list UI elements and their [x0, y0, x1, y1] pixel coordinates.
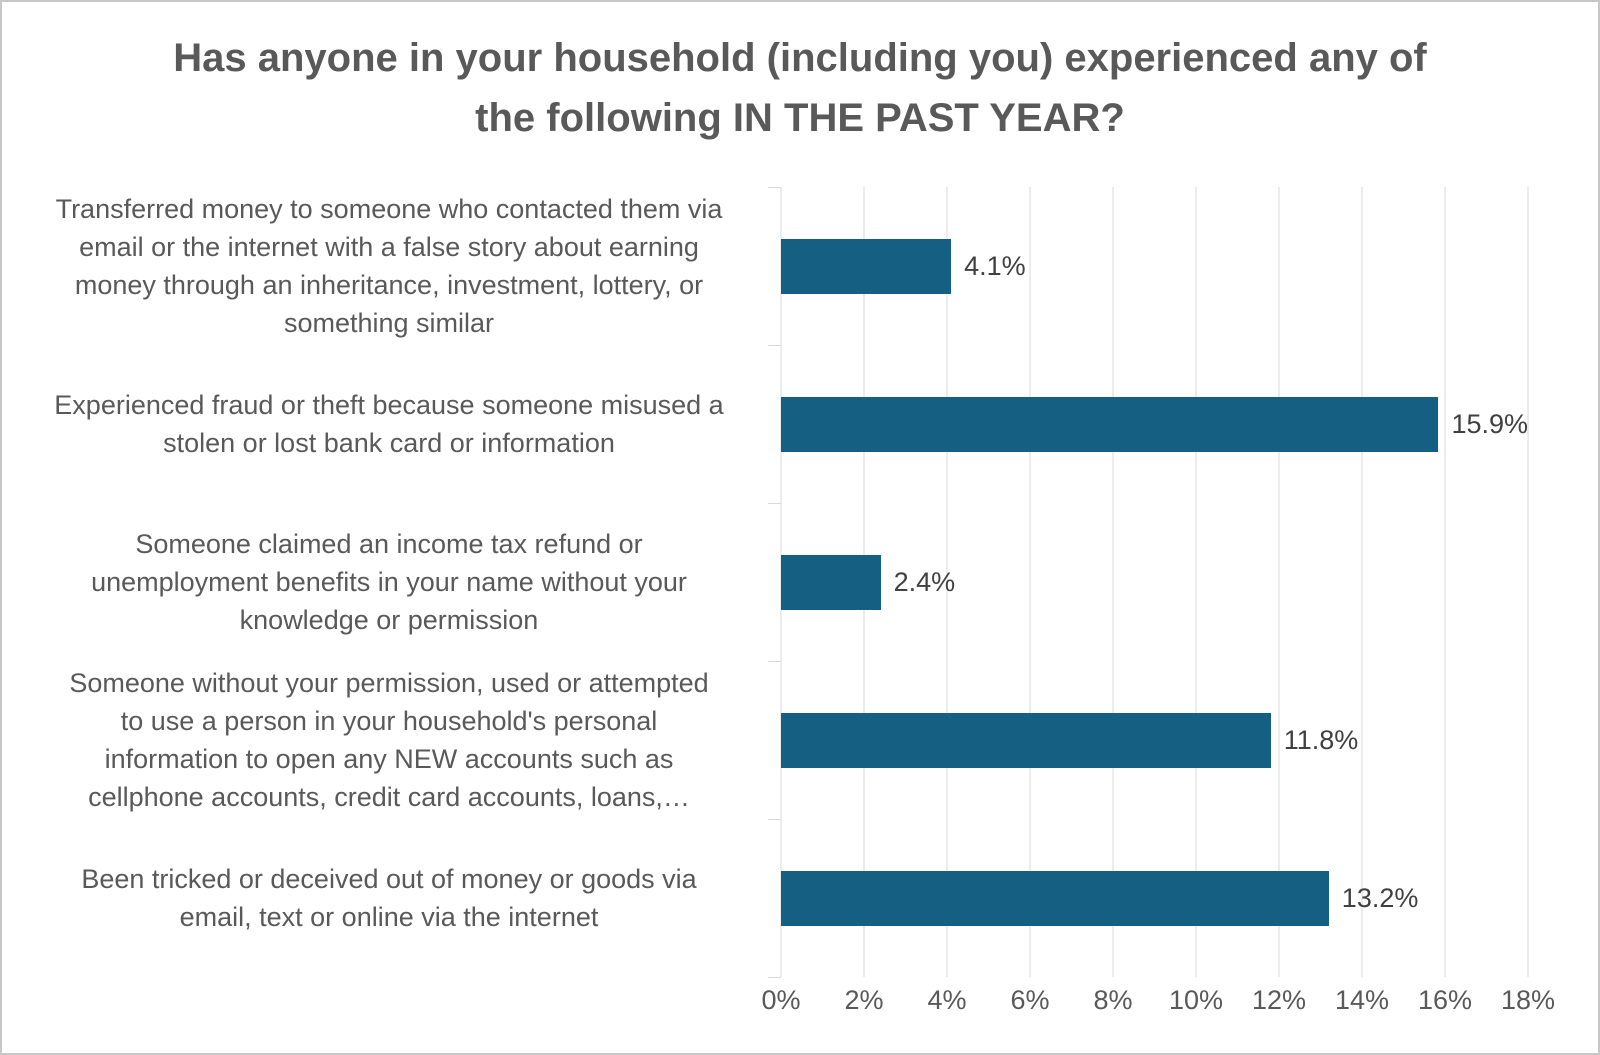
bar-row: 15.9%	[781, 345, 1528, 503]
x-axis-tick-label: 16%	[1417, 985, 1473, 1015]
gridline	[1361, 187, 1363, 977]
bar-row: 2.4%	[781, 503, 1528, 661]
bar-value-label: 13.2%	[1341, 882, 1419, 913]
category-label: Someone without your permission, used or…	[69, 668, 709, 812]
bar	[781, 396, 1439, 452]
category-label: Someone claimed an income tax refund or …	[91, 529, 687, 635]
gridline	[1444, 187, 1446, 977]
x-axis-tick-label: 6%	[1010, 985, 1050, 1015]
category-label: Experienced fraud or theft because someo…	[54, 390, 724, 458]
axis-tick	[768, 661, 781, 662]
gridline	[1195, 187, 1197, 977]
bars-layer: 4.1% 15.9% 2.4% 11.8% 13.2%	[781, 187, 1528, 977]
bar	[781, 870, 1329, 926]
x-axis-tick-label: 14%	[1334, 985, 1390, 1015]
category-axis-labels: Transferred money to someone who contact…	[16, 187, 768, 977]
x-axis-tick-label: 10%	[1168, 985, 1224, 1015]
x-axis-tick-label: 18%	[1500, 985, 1556, 1015]
axis-tick	[768, 819, 781, 820]
category-label: Been tricked or deceived out of money or…	[81, 864, 697, 932]
x-axis-tick-label: 4%	[927, 985, 967, 1015]
axis-tick	[768, 345, 781, 346]
x-axis-tick-label: 8%	[1093, 985, 1133, 1015]
bar-row: 13.2%	[781, 819, 1528, 977]
x-axis-tick-label: 0%	[761, 985, 801, 1015]
chart-title: Has anyone in your household (including …	[173, 36, 1427, 140]
bar-value-label: 11.8%	[1283, 724, 1359, 755]
plot-area: 4.1% 15.9% 2.4% 11.8% 13.2%	[768, 187, 1529, 978]
bar	[781, 554, 881, 610]
axis-tick	[768, 503, 781, 504]
axis-tick	[768, 187, 781, 188]
bar-value-label: 4.1%	[964, 250, 1026, 281]
bar-row: 4.1%	[781, 187, 1528, 345]
gridline	[946, 187, 948, 977]
bar-value-label: 2.4%	[893, 566, 956, 597]
category-label: Transferred money to someone who contact…	[55, 194, 723, 338]
bar	[781, 712, 1271, 768]
x-axis-tick-label: 2%	[844, 985, 884, 1015]
bar-row: 11.8%	[781, 661, 1528, 819]
bar-value-label: 15.9%	[1451, 408, 1528, 439]
x-axis-tick-label: 12%	[1251, 985, 1307, 1015]
axis-tick	[768, 977, 781, 978]
value-axis-labels: 0% 2% 4% 6% 8% 10% 12% 14% 16% 18%	[761, 985, 1555, 1027]
gridline	[1527, 187, 1529, 977]
bar	[781, 238, 952, 294]
gridline	[1029, 187, 1031, 977]
gridline	[1278, 187, 1280, 977]
gridline	[1112, 187, 1114, 977]
